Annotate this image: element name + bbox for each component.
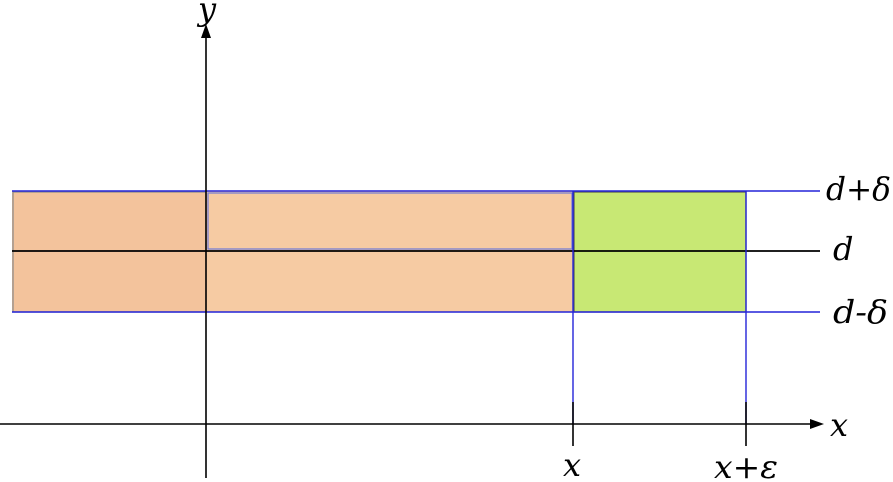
x-axis-arrowhead bbox=[810, 419, 824, 429]
y-axis-arrowhead bbox=[201, 24, 211, 38]
label-d-minus-delta: d-δ bbox=[833, 293, 888, 331]
upper-strip-outline bbox=[207, 192, 573, 250]
x-axis-label: x bbox=[830, 406, 848, 444]
tick-label-x-plus-epsilon: x+ε bbox=[714, 448, 778, 482]
label-d: d bbox=[833, 230, 853, 268]
label-d-plus-delta: d+δ bbox=[826, 170, 891, 208]
y-axis-label: y bbox=[196, 0, 217, 28]
tick-label-x: x bbox=[563, 446, 581, 482]
